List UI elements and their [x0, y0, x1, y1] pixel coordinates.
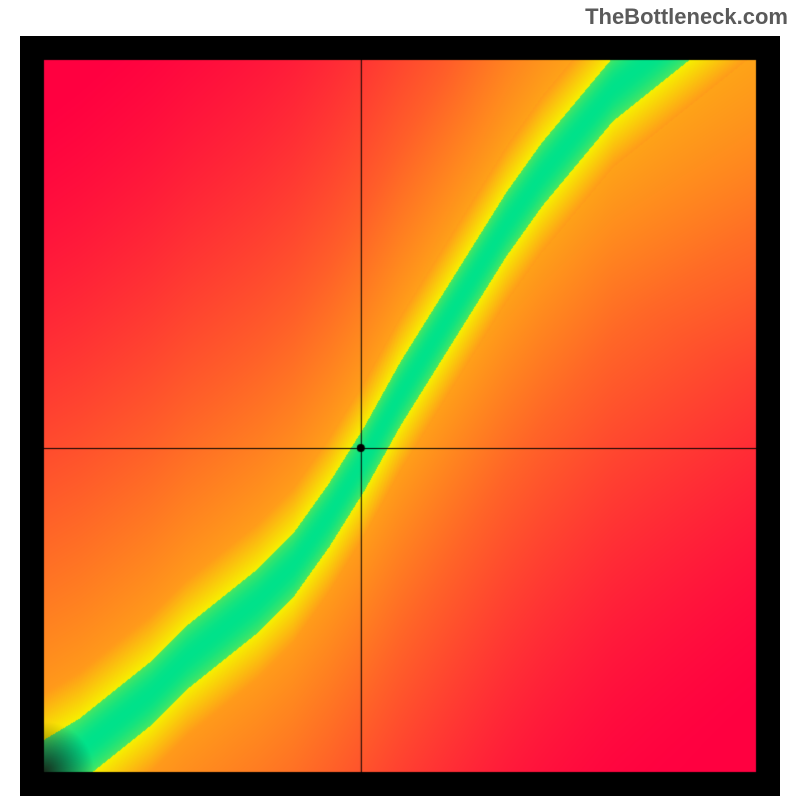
heatmap-chart — [20, 36, 780, 796]
root-container: TheBottleneck.com — [0, 0, 800, 800]
watermark-text: TheBottleneck.com — [585, 4, 788, 30]
heatmap-canvas — [20, 36, 780, 796]
